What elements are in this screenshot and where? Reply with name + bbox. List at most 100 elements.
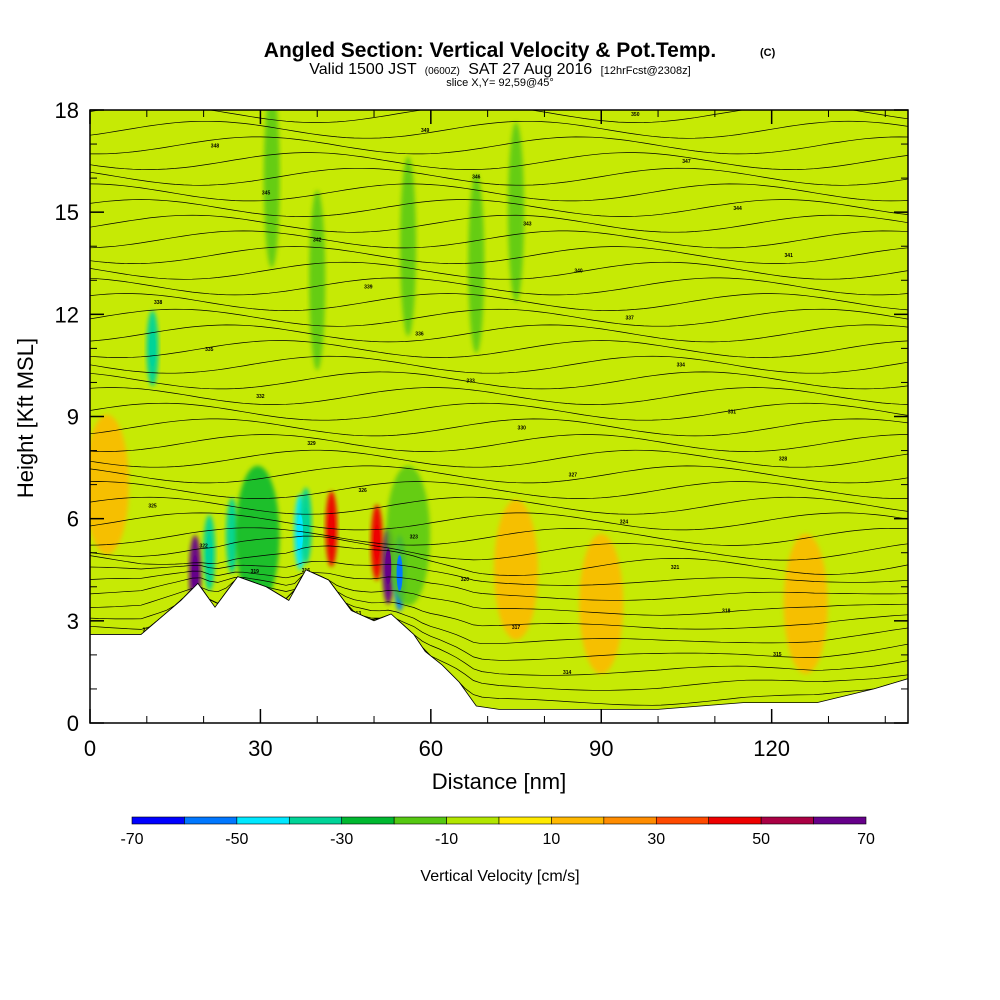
- theta-contour-label: 329: [307, 441, 316, 447]
- velocity-core: [396, 555, 403, 592]
- colorbar-tick-label: 30: [647, 831, 665, 848]
- colorbar-bin: [236, 816, 290, 825]
- theta-contour-line: [90, 434, 908, 452]
- colorbar-tick-label: -50: [225, 831, 248, 848]
- x-tick-label: 90: [589, 736, 613, 761]
- velocity-core: [373, 524, 380, 561]
- colorbar-bin: [341, 816, 395, 825]
- theta-contour-label: 334: [677, 363, 686, 369]
- colorbar-bin: [288, 816, 343, 825]
- x-tick-label: 120: [753, 736, 790, 761]
- colorbar-tick-label: 10: [543, 831, 561, 848]
- theta-contour-line: [90, 183, 908, 202]
- theta-contour-line: [90, 371, 908, 390]
- velocity-core: [149, 330, 156, 367]
- theta-contour-line: [90, 261, 908, 280]
- colorbar-bin: [498, 816, 552, 825]
- theta-contour-label: 337: [625, 316, 634, 322]
- colorbar-tick-label: -10: [435, 831, 458, 848]
- theta-contour-line: [90, 535, 908, 561]
- y-tick-label: 15: [55, 200, 79, 225]
- theta-contour-line: [90, 512, 908, 531]
- theta-contour-line: [90, 230, 908, 249]
- colorbar-tick-label: 50: [752, 831, 770, 848]
- theta-contour-label: 318: [722, 609, 731, 615]
- theta-contour-line: [90, 571, 908, 616]
- theta-contour-label: 326: [358, 488, 367, 494]
- theta-contour-line: [90, 481, 908, 499]
- theta-contour-line: [90, 110, 908, 123]
- theta-contour-label: 336: [415, 331, 424, 337]
- x-tick-label: 0: [84, 736, 96, 761]
- theta-contour-label: 343: [523, 222, 532, 228]
- theta-contour-label: 323: [410, 535, 419, 541]
- theta-contour-label: 315: [773, 652, 782, 658]
- theta-contour-label: 346: [472, 175, 481, 181]
- theta-contour-line: [90, 324, 908, 343]
- colorbar-bin: [551, 816, 605, 825]
- colorbar-bin: [393, 816, 447, 825]
- theta-contour-line: [90, 214, 908, 233]
- velocity-blob: [468, 173, 485, 354]
- theta-contour-label: 348: [211, 143, 220, 149]
- y-tick-label: 9: [67, 405, 79, 430]
- theta-contour-line: [90, 293, 908, 311]
- colorbar-bin: [446, 816, 500, 825]
- theta-contour-label: 340: [574, 269, 583, 275]
- theta-contour-label: 350: [631, 112, 640, 118]
- colorbar-title: Vertical Velocity [cm/s]: [420, 868, 579, 885]
- chart-title: Angled Section: Vertical Velocity & Pot.…: [264, 39, 716, 62]
- slice-label: slice X,Y= 92,59@45°: [446, 77, 554, 89]
- colorbar-bin: [603, 816, 657, 825]
- velocity-blob: [579, 533, 624, 674]
- velocity-blob: [400, 156, 417, 337]
- x-axis: 0 30 60 90 120: [84, 110, 886, 761]
- theta-contour-line: [90, 355, 908, 374]
- colorbar-bin: [760, 816, 814, 825]
- y-tick-label: 12: [55, 302, 79, 327]
- theta-contour-label: 319: [251, 569, 260, 575]
- velocity-core: [192, 555, 199, 592]
- theta-contour-line: [90, 570, 908, 601]
- theta-contour-label: 333: [466, 378, 475, 384]
- colorbar-bin: [813, 816, 867, 825]
- velocity-blob: [783, 533, 828, 674]
- theta-contour-label: 314: [563, 670, 572, 676]
- theta-contour-line: [90, 418, 908, 437]
- theta-contour-line: [90, 199, 908, 217]
- theta-contour-label: 320: [461, 577, 470, 583]
- x-tick-label: 60: [419, 736, 443, 761]
- theta-contour-label: 328: [779, 457, 788, 463]
- theta-contour-line: [90, 167, 908, 186]
- theta-contour-label: 324: [620, 519, 629, 525]
- theta-contour-label: 339: [364, 284, 373, 290]
- colorbar-tick-label: -70: [120, 831, 143, 848]
- theta-contour-label: 349: [421, 128, 430, 134]
- chart-title-unit: (C): [760, 47, 776, 59]
- velocity-core: [297, 514, 304, 551]
- theta-contour-label: 344: [733, 206, 742, 212]
- theta-contour-line: [90, 136, 908, 155]
- theta-contour-label: 347: [682, 159, 691, 165]
- theta-contour-line: [90, 277, 908, 296]
- velocity-blob: [235, 465, 280, 606]
- colorbar: -70 -50 -30 -10 10 30 50 70: [120, 816, 875, 848]
- theta-contour-line: [90, 308, 908, 327]
- chart-subtitle: Valid 1500 JST (0600Z) SAT 27 Aug 2016 […: [309, 61, 690, 78]
- velocity-core: [206, 534, 213, 571]
- y-tick-label: 6: [67, 507, 79, 532]
- velocity-blobs: [90, 110, 828, 674]
- theta-contour-line: [90, 152, 908, 170]
- theta-contour-line: [90, 527, 908, 546]
- x-tick-label: 30: [248, 736, 272, 761]
- theta-contour-label: 330: [518, 425, 527, 431]
- theta-contour-label: 331: [728, 410, 737, 416]
- theta-contour-line: [90, 120, 908, 139]
- theta-contour-line: [90, 246, 908, 264]
- theta-contour-label: 338: [154, 300, 163, 306]
- theta-contour-line: [90, 402, 908, 421]
- colorbar-bin: [655, 816, 710, 825]
- y-axis: 0 3 6 9 12 15 18: [55, 98, 908, 736]
- colorbar-bin: [131, 816, 185, 825]
